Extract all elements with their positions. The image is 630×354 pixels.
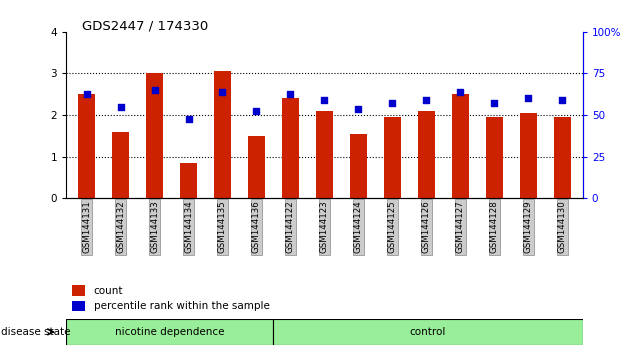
Bar [520,113,537,198]
Bar [146,74,163,198]
Text: percentile rank within the sample: percentile rank within the sample [94,301,270,311]
Bar [66,319,273,345]
Bar [554,117,571,198]
Text: GSM144124: GSM144124 [354,201,363,253]
Bar [72,301,85,311]
Text: GSM144128: GSM144128 [490,201,499,253]
Bar [316,111,333,198]
Point [81,91,91,97]
Point [421,98,432,103]
Point [251,108,261,114]
Point [490,100,500,105]
Text: GSM144127: GSM144127 [456,201,465,253]
Text: GSM144135: GSM144135 [218,201,227,253]
Text: GSM144129: GSM144129 [524,201,533,253]
Text: control: control [410,327,446,337]
Bar [78,94,95,198]
Point [285,91,295,97]
Text: GSM144132: GSM144132 [116,201,125,253]
Text: GSM144125: GSM144125 [388,201,397,253]
Bar [214,72,231,198]
Text: nicotine dependence: nicotine dependence [115,327,224,337]
Point [558,98,568,103]
Point [149,87,159,93]
Bar [72,285,85,296]
Point [115,104,125,110]
Text: GSM144130: GSM144130 [558,201,567,253]
Bar [350,134,367,198]
Point [319,98,329,103]
Text: GSM144136: GSM144136 [252,201,261,253]
Text: disease state: disease state [1,327,71,337]
Point [353,106,364,112]
Text: GSM144133: GSM144133 [150,201,159,253]
Text: GSM144126: GSM144126 [422,201,431,253]
Text: GDS2447 / 174330: GDS2447 / 174330 [82,19,208,33]
Point [183,116,193,122]
Point [217,89,227,95]
Text: count: count [94,286,123,296]
Point [455,89,466,95]
Text: GSM144134: GSM144134 [184,201,193,253]
Bar [418,111,435,198]
Text: GSM144131: GSM144131 [82,201,91,253]
Text: GSM144122: GSM144122 [286,201,295,253]
Point [524,96,534,101]
Bar [452,94,469,198]
Bar [273,319,583,345]
Point [387,100,398,105]
Bar [282,98,299,198]
Bar [384,117,401,198]
Bar [486,117,503,198]
Bar [180,163,197,198]
Text: GSM144123: GSM144123 [320,201,329,253]
Bar [248,136,265,198]
Bar [112,132,129,198]
